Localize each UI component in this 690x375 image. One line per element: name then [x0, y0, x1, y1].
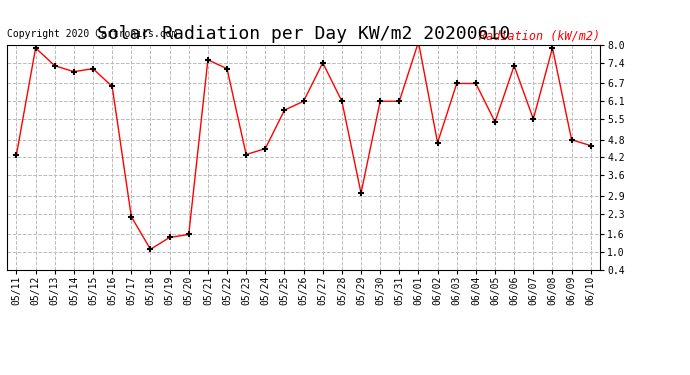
Text: Copyright 2020 Cartronics.com: Copyright 2020 Cartronics.com [7, 29, 177, 39]
Text: Radiation (kW/m2): Radiation (kW/m2) [479, 29, 600, 42]
Title: Solar Radiation per Day KW/m2 20200610: Solar Radiation per Day KW/m2 20200610 [97, 26, 510, 44]
